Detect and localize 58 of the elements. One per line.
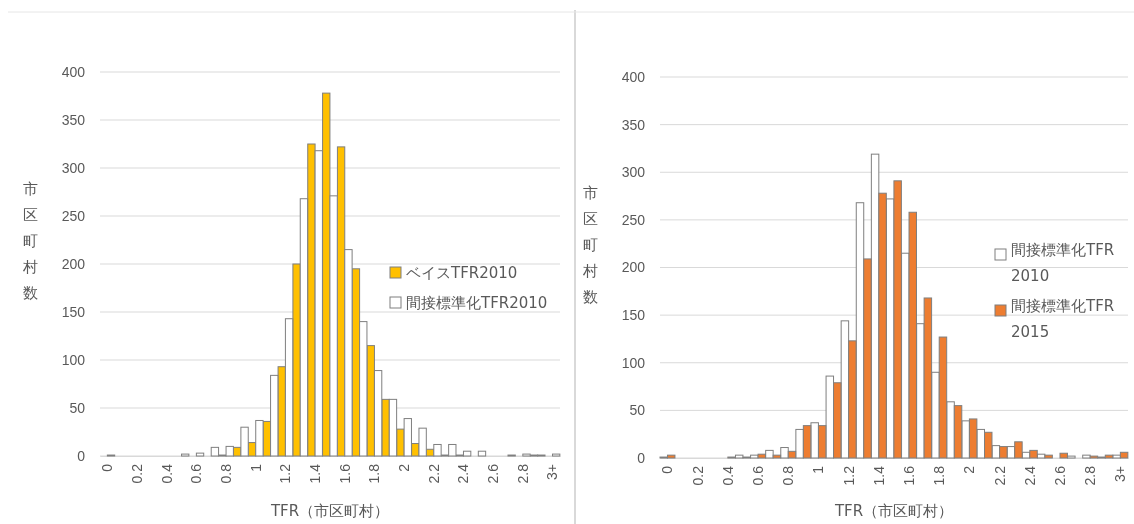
x-tick-label: 0.4 [158,463,175,484]
x-tick-label: 2.6 [485,463,502,484]
x-tick-label: 0.4 [719,465,736,486]
x-tick-label: 0.2 [689,465,706,486]
legend-label: 間接標準化TFR2010 [406,294,548,313]
x-tick-label: 1.2 [840,465,857,486]
x-tick-label: 2.4 [455,463,472,484]
y-tick-label: 200 [621,259,646,276]
x-axis-title: TFR（市区町村） [269,502,390,520]
legend-label: 間接標準化TFR2015 [1011,297,1115,341]
x-tick-label: 1.8 [366,463,383,484]
x-tick-label: 2 [961,465,978,474]
y-tick-label: 50 [69,399,86,416]
legend-label: ベイスTFR2010 [406,264,518,283]
x-tick-label: 2.6 [1051,465,1068,486]
y-tick-label: 250 [61,207,86,224]
x-tick-label: 1.2 [277,463,294,484]
y-tick-label: 350 [61,111,86,128]
x-tick-label: 2.2 [425,463,442,484]
x-tick-label: 1.8 [931,465,948,486]
x-tick-label: 0 [99,463,116,472]
x-tick-label: 1 [247,463,264,472]
x-axis-title: TFR（市区町村） [833,502,954,520]
y-tick-label: 100 [621,354,646,371]
x-tick-label: 1.4 [870,465,887,486]
y-tick-label: 400 [621,68,646,85]
x-tick-label: 0.6 [750,465,767,486]
y-axis-title: 市区町村数 [581,183,598,306]
x-tick-label: 0 [659,465,676,474]
x-tick-label: 2.2 [991,465,1008,486]
y-tick-label: 200 [61,255,86,272]
y-tick-label: 150 [61,303,86,320]
bar [195,452,205,457]
x-tick-label: 1.6 [901,465,917,486]
y-tick-label: 150 [621,307,646,324]
x-tick-label: 0.8 [218,463,235,484]
y-tick-label: 50 [629,402,646,419]
bar [477,450,487,457]
x-tick-label: 2.4 [1021,465,1038,486]
x-tick-label: 3+ [1112,466,1129,482]
x-tick-label: 1 [810,465,827,474]
y-tick-label: 400 [61,63,86,80]
y-tick-label: 100 [61,351,86,368]
x-tick-label: 3+ [544,464,561,480]
x-tick-label: 0.2 [129,463,145,484]
y-tick-label: 250 [621,211,646,228]
x-tick-label: 2.8 [1082,465,1099,486]
x-tick-label: 1.6 [336,463,353,484]
y-tick-label: 350 [621,116,646,133]
y-tick-label: 300 [621,164,646,181]
x-tick-label: 2.8 [514,463,531,484]
y-tick-label: 300 [61,159,86,176]
x-tick-label: 2 [396,463,413,472]
x-tick-label: 0.8 [780,465,797,486]
x-tick-label: 0.6 [188,463,205,484]
x-tick-label: 1.4 [307,463,324,484]
y-axis-title: 市区町村数 [21,180,38,302]
legend-label: 間接標準化TFR2010 [1011,241,1115,285]
